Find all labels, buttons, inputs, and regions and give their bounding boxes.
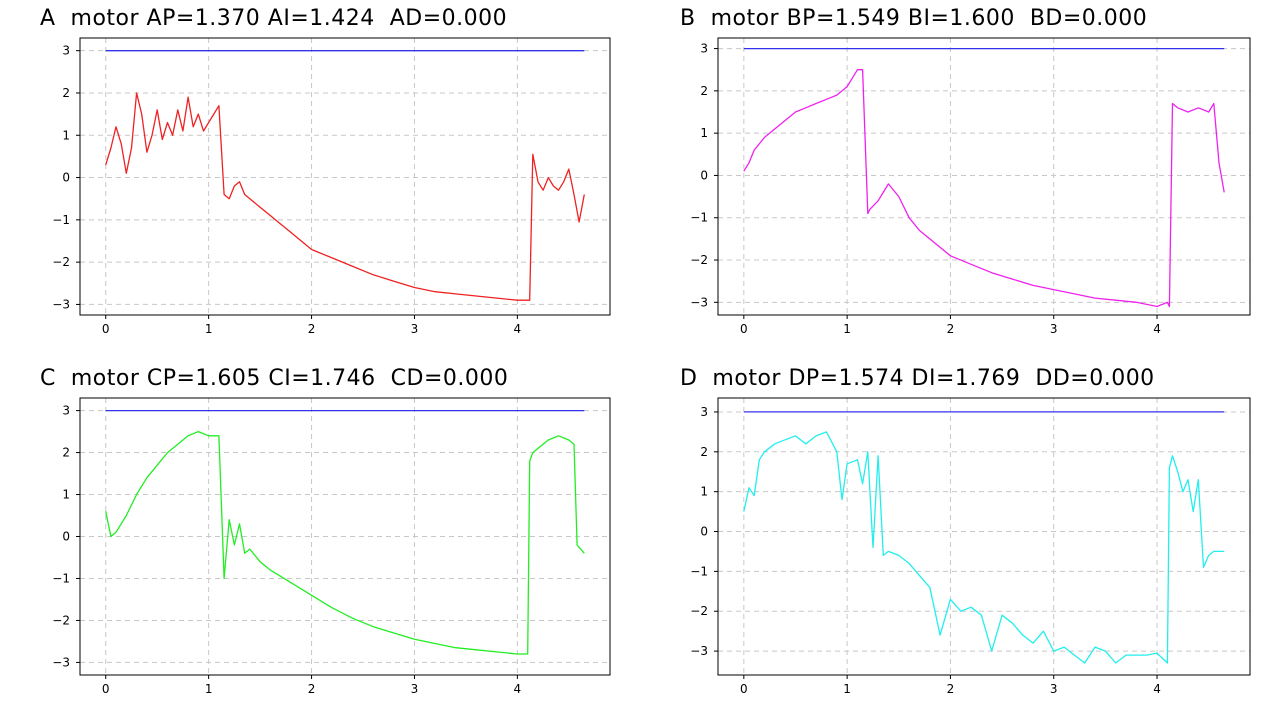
x-tick-label: 0 bbox=[102, 682, 110, 696]
plot-a: 0 1 2 3 4 −3 −2 −1 0 1 2 3 bbox=[52, 37, 611, 336]
y-tick-label: 3 bbox=[62, 44, 70, 58]
y-tick-label: 2 bbox=[62, 446, 70, 460]
y-tick-label: 0 bbox=[700, 525, 708, 539]
x-tick-label: 2 bbox=[308, 682, 316, 696]
x-tick-label: 3 bbox=[1050, 322, 1058, 336]
y-tick-label: −1 bbox=[690, 564, 708, 578]
chart-title-d: D motor DP=1.574 DI=1.769 DD=0.000 bbox=[680, 366, 1155, 391]
x-tick-label: 1 bbox=[843, 322, 851, 336]
y-tick-label: 3 bbox=[700, 42, 708, 56]
x-tick-label: 1 bbox=[205, 682, 213, 696]
y-tick-label: 2 bbox=[62, 86, 70, 100]
x-tick-label: 2 bbox=[308, 322, 316, 336]
x-tick-label: 4 bbox=[514, 682, 522, 696]
y-tick-label: 1 bbox=[700, 126, 708, 140]
plot-frame bbox=[717, 37, 1251, 316]
plot-d: 0 1 2 3 4 −3 −2 −1 0 1 2 3 bbox=[690, 397, 1251, 696]
y-tick-label: −3 bbox=[52, 297, 70, 311]
x-tick-label: 0 bbox=[102, 322, 110, 336]
plot-b: 0 1 2 3 4 −3 −2 −1 0 1 2 3 bbox=[690, 37, 1251, 336]
plot-frame bbox=[79, 37, 611, 316]
y-tick-label: −2 bbox=[690, 253, 708, 267]
plot-c: 0 1 2 3 4 −3 −2 −1 0 1 2 3 bbox=[52, 397, 611, 696]
y-tick-label: −1 bbox=[52, 213, 70, 227]
chart-title-b: B motor BP=1.549 BI=1.600 BD=0.000 bbox=[680, 6, 1148, 31]
y-tick-label: −2 bbox=[52, 255, 70, 269]
y-tick-label: 1 bbox=[700, 485, 708, 499]
y-tick-label: −2 bbox=[690, 604, 708, 618]
chart-panel-d: D motor DP=1.574 DI=1.769 DD=0.000 0 1 2 3 4… bbox=[640, 360, 1280, 720]
x-tick-label: 3 bbox=[411, 322, 419, 336]
series-line-1 bbox=[105, 430, 585, 655]
series-line-1 bbox=[105, 92, 585, 301]
y-tick-label: 0 bbox=[700, 168, 708, 182]
y-tick-label: 0 bbox=[62, 171, 70, 185]
x-tick-label: 0 bbox=[740, 322, 748, 336]
y-tick-label: −3 bbox=[690, 644, 708, 658]
y-tick-label: −3 bbox=[52, 655, 70, 669]
y-tick-label: 1 bbox=[62, 488, 70, 502]
y-tick-label: 3 bbox=[700, 405, 708, 419]
x-tick-label: 4 bbox=[1153, 322, 1161, 336]
y-tick-label: −1 bbox=[52, 571, 70, 585]
y-tick-label: 3 bbox=[62, 404, 70, 418]
x-tick-label: 3 bbox=[1050, 682, 1058, 696]
x-tick-label: 3 bbox=[411, 682, 419, 696]
x-tick-label: 4 bbox=[1153, 682, 1161, 696]
plot-frame bbox=[717, 397, 1251, 676]
x-tick-label: 4 bbox=[514, 322, 522, 336]
series-line-1 bbox=[743, 431, 1225, 664]
y-tick-label: −2 bbox=[52, 613, 70, 627]
series-line-1 bbox=[743, 69, 1225, 308]
chart-panel-a: A motor AP=1.370 AI=1.424 AD=0.000 0 1 2 3 4… bbox=[0, 0, 640, 360]
y-tick-label: 2 bbox=[700, 445, 708, 459]
y-tick-label: 1 bbox=[62, 128, 70, 142]
x-tick-label: 1 bbox=[843, 682, 851, 696]
chart-panel-c: C motor CP=1.605 CI=1.746 CD=0.000 0 1 2 3 4… bbox=[0, 360, 640, 720]
y-tick-label: −1 bbox=[690, 211, 708, 225]
y-tick-label: 2 bbox=[700, 84, 708, 98]
x-tick-label: 1 bbox=[205, 322, 213, 336]
chart-title-a: A motor AP=1.370 AI=1.424 AD=0.000 bbox=[40, 6, 508, 31]
y-tick-label: 0 bbox=[62, 530, 70, 544]
chart-panel-b: B motor BP=1.549 BI=1.600 BD=0.000 0 1 2 3 4… bbox=[640, 0, 1280, 360]
y-tick-label: −3 bbox=[690, 295, 708, 309]
x-tick-label: 2 bbox=[947, 682, 955, 696]
x-tick-label: 2 bbox=[947, 322, 955, 336]
chart-title-c: C motor CP=1.605 CI=1.746 CD=0.000 bbox=[40, 366, 509, 391]
x-tick-label: 0 bbox=[740, 682, 748, 696]
